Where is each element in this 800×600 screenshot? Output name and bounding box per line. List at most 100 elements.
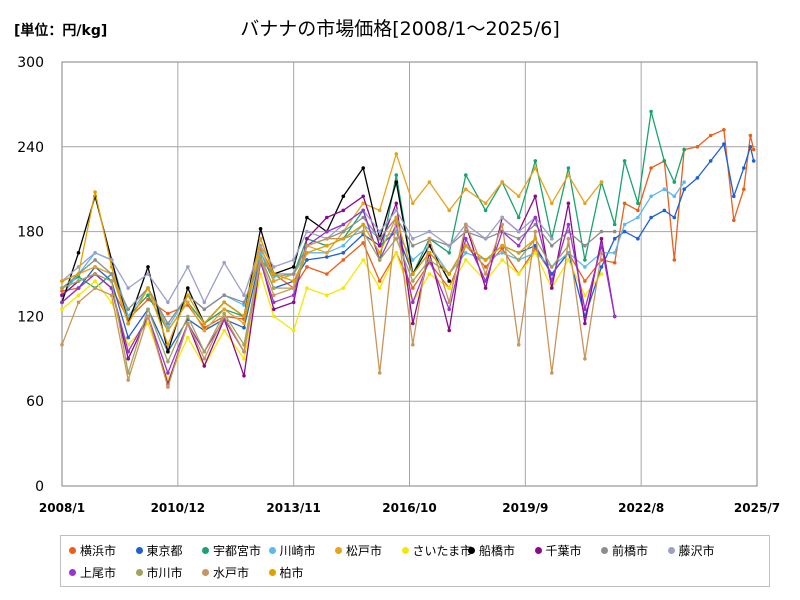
data-point: [695, 176, 700, 180]
data-point: [533, 222, 538, 227]
data-point: [341, 236, 346, 241]
unit-label: [単位：円/kg]: [14, 23, 108, 39]
data-point: [377, 243, 382, 248]
data-point: [612, 251, 617, 255]
data-point: [411, 286, 415, 290]
data-point: [146, 321, 150, 326]
legend-item: 前橋市: [601, 542, 648, 559]
data-point: [583, 293, 587, 298]
data-point: [550, 371, 554, 375]
data-point: [126, 286, 130, 290]
data-point: [377, 371, 382, 375]
data-point: [622, 159, 627, 163]
data-point: [341, 208, 346, 213]
y-tick-label: 60: [26, 394, 44, 410]
data-point: [682, 147, 686, 152]
data-point: [166, 328, 170, 333]
data-point: [242, 300, 246, 305]
data-point: [76, 251, 81, 255]
data-point: [612, 222, 617, 227]
data-point: [394, 173, 399, 177]
data-point: [394, 215, 399, 220]
y-tick-label: 120: [17, 309, 44, 325]
data-point: [126, 349, 130, 354]
data-point: [291, 258, 296, 262]
data-point: [202, 300, 207, 305]
data-point: [242, 303, 246, 307]
data-point: [583, 258, 587, 262]
data-point: [242, 314, 246, 319]
data-point: [672, 215, 677, 220]
legend-marker: [135, 569, 143, 576]
data-point: [202, 357, 207, 361]
data-point: [612, 314, 617, 319]
data-point: [533, 236, 538, 241]
data-point: [126, 357, 130, 361]
data-point: [325, 255, 329, 259]
data-point: [258, 236, 263, 241]
data-point: [126, 314, 130, 319]
data-point: [242, 293, 246, 298]
data-point: [93, 272, 97, 276]
data-point: [682, 180, 686, 184]
x-tick-label: 2019/9: [502, 501, 548, 515]
data-point: [166, 385, 170, 389]
data-point: [662, 208, 667, 213]
data-point: [109, 265, 114, 269]
data-point: [126, 335, 130, 340]
data-point: [550, 279, 554, 283]
x-tick-label: 2016/10: [382, 501, 436, 515]
data-point: [166, 349, 170, 354]
data-point: [325, 236, 329, 241]
legend-label: 藤沢市: [678, 544, 715, 558]
legend-marker: [268, 569, 276, 576]
data-point: [126, 378, 130, 382]
data-point: [291, 265, 296, 269]
data-point: [377, 258, 382, 262]
data-point: [447, 286, 452, 290]
x-tick-label: 2013/11: [266, 501, 320, 515]
data-point: [636, 201, 640, 206]
data-point: [427, 251, 432, 255]
data-point: [566, 222, 571, 227]
data-point: [166, 359, 170, 364]
legend-label: 宇都宮市: [213, 544, 262, 558]
data-point: [411, 279, 415, 283]
data-point: [500, 246, 505, 251]
data-point: [361, 201, 366, 206]
data-point: [186, 293, 190, 298]
data-point: [341, 229, 346, 234]
series-line: [61, 216, 603, 388]
data-point: [377, 208, 382, 213]
data-point: [636, 208, 640, 213]
data-point: [341, 286, 346, 290]
data-point: [361, 166, 366, 170]
data-point: [202, 364, 207, 368]
data-point: [258, 258, 263, 262]
data-point: [186, 321, 190, 326]
data-point: [60, 286, 64, 290]
data-point: [93, 286, 97, 290]
data-point: [708, 133, 713, 138]
data-point: [291, 293, 296, 298]
legend-label: 千葉市: [545, 544, 582, 558]
data-point: [109, 279, 114, 283]
data-point: [377, 229, 382, 234]
legend-marker: [468, 547, 475, 554]
data-point: [636, 215, 640, 220]
data-point: [60, 279, 64, 283]
data-point: [550, 272, 554, 276]
data-point: [500, 215, 505, 220]
data-point: [599, 265, 604, 269]
data-point: [599, 251, 604, 255]
data-point: [599, 272, 604, 276]
data-point: [186, 335, 190, 340]
legend-item: 上尾市: [69, 564, 116, 581]
data-point: [599, 229, 604, 234]
data-point: [76, 293, 81, 298]
data-point: [516, 243, 521, 248]
data-point: [361, 241, 366, 245]
legend-marker: [601, 547, 608, 554]
legend-label: 川崎市: [279, 544, 316, 558]
data-point: [447, 251, 452, 255]
